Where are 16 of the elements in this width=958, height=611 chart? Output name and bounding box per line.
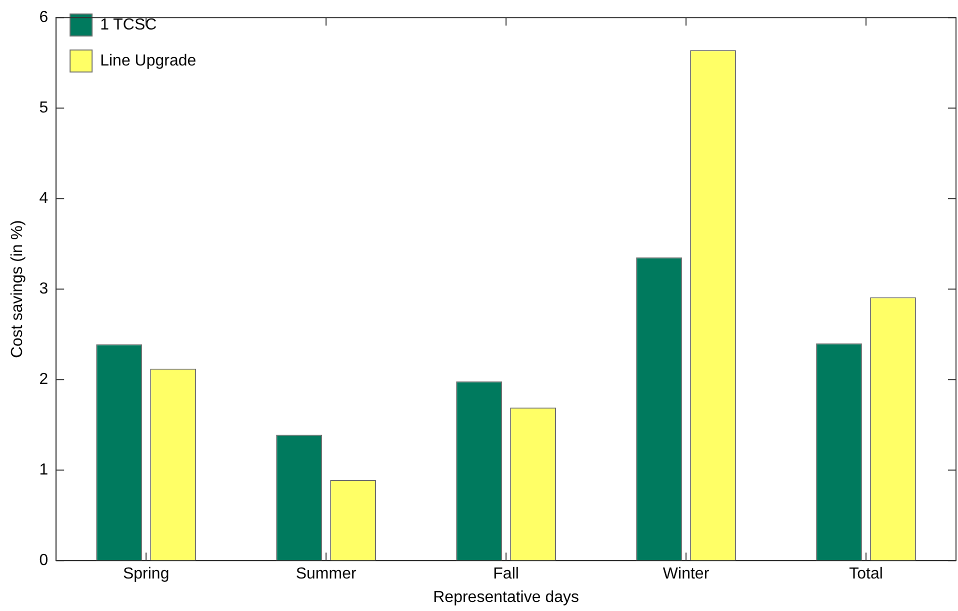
x-tick-label: Fall xyxy=(493,566,519,583)
y-tick-label: 2 xyxy=(39,371,48,388)
legend-label: Line Upgrade xyxy=(100,52,196,70)
y-tick-label: 1 xyxy=(39,462,48,479)
x-tick-label: Total xyxy=(849,566,883,583)
x-tick-label: Summer xyxy=(296,566,357,583)
y-tick-label: 3 xyxy=(39,280,48,298)
x-tick-label: Winter xyxy=(662,566,710,583)
y-tick-label: 0 xyxy=(39,552,48,570)
y-axis-title: Cost savings (in %) xyxy=(9,220,26,358)
x-axis-title: Representative days xyxy=(433,588,579,606)
y-tick-label: 5 xyxy=(39,100,48,117)
x-tick-label: Spring xyxy=(122,566,170,583)
y-tick-label: 4 xyxy=(39,190,48,208)
legend-label: 1 TCSC xyxy=(100,16,157,34)
y-tick-label: 6 xyxy=(39,9,48,26)
